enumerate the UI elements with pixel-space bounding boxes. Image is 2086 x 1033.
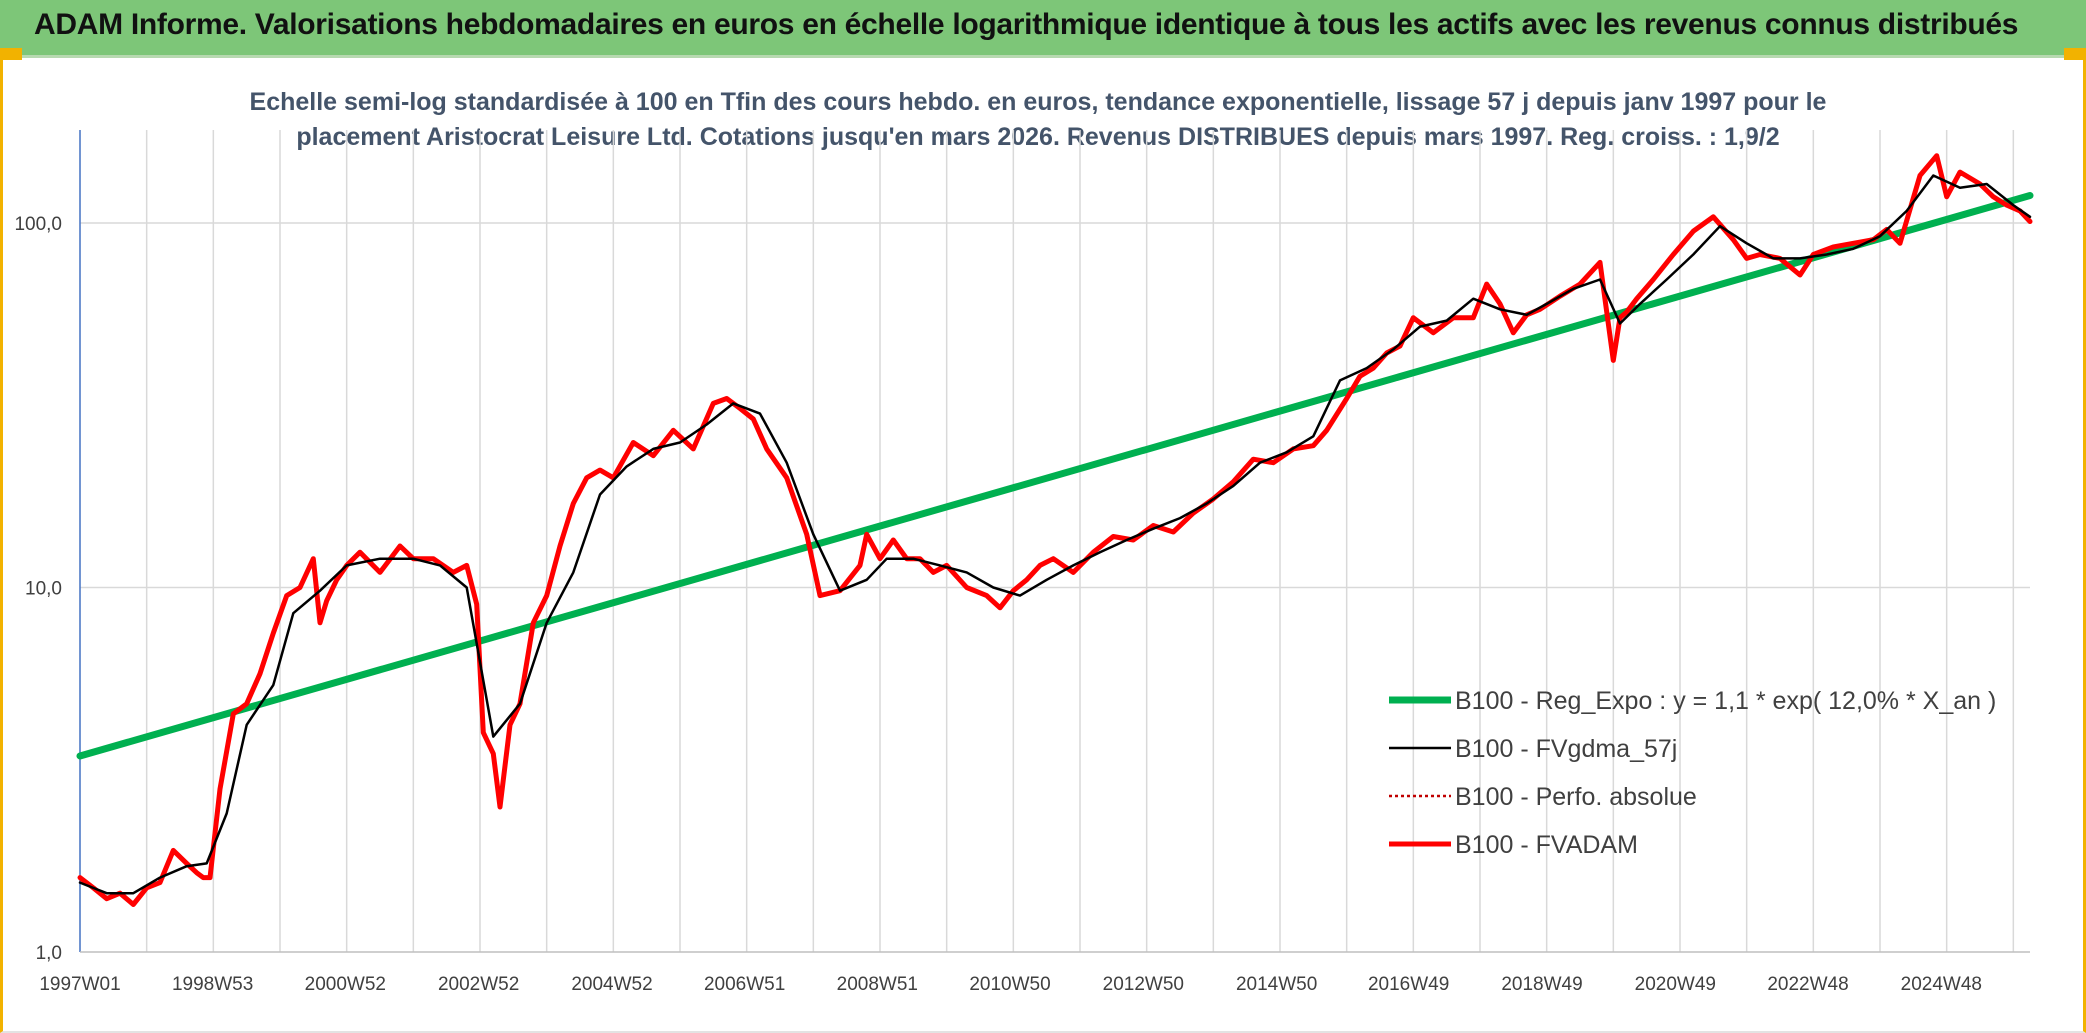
x-tick-label: 2024W48 xyxy=(1901,974,1982,995)
x-tick-label: 2020W49 xyxy=(1635,974,1716,995)
x-tick-label: 2010W50 xyxy=(969,974,1050,995)
chart-svg: Echelle semi-log standardisée à 100 en T… xyxy=(14,88,2034,995)
chart-subtitle-line-2: placement Aristocrat Leisure Ltd. Cotati… xyxy=(296,123,1779,151)
x-tick-label: 2004W52 xyxy=(571,974,652,995)
x-axis-ticks: 1997W01 1998W53 2000W52 2002W52 2004W52 2006W… xyxy=(39,974,1982,995)
y-tick-label: 10,0 xyxy=(25,579,62,600)
x-tick-label: 2016W49 xyxy=(1368,974,1449,995)
series-line-thick-red xyxy=(77,153,2033,907)
x-tick-label: 2002W52 xyxy=(438,974,519,995)
series-layer xyxy=(76,153,2034,907)
y-tick-label: 1,0 xyxy=(36,943,62,964)
header-banner: ADAM Informe. Valorisations hebdomadaire… xyxy=(0,0,2086,58)
legend: B100 - Reg_Expo : y = 1,1 * exp( 12,0% *… xyxy=(1389,687,1996,859)
legend-label: B100 - Reg_Expo : y = 1,1 * exp( 12,0% *… xyxy=(1455,687,1996,715)
x-tick-label: 2018W49 xyxy=(1501,974,1582,995)
x-tick-label: 2014W50 xyxy=(1236,974,1317,995)
x-tick-label: 2008W51 xyxy=(837,974,918,995)
y-tick-label: 100,0 xyxy=(14,214,62,235)
corner-mark-left xyxy=(0,48,22,60)
x-tick-label: 1997W01 xyxy=(39,974,120,995)
vertical-gridlines xyxy=(145,130,2015,952)
x-tick-label: 1998W53 xyxy=(172,974,253,995)
legend-label: B100 - FVADAM xyxy=(1455,831,1638,859)
y-axis-ticks: 1,0 10,0 100,0 xyxy=(14,214,62,964)
chart-subtitle-line-1: Echelle semi-log standardisée à 100 en T… xyxy=(250,88,1827,116)
axes xyxy=(79,130,2030,953)
page-title: ADAM Informe. Valorisations hebdomadaire… xyxy=(34,8,2019,41)
x-tick-label: 2012W50 xyxy=(1103,974,1184,995)
x-tick-label: 2022W48 xyxy=(1767,974,1848,995)
corner-mark-right xyxy=(2064,48,2086,60)
chart-frame: Echelle semi-log standardisée à 100 en T… xyxy=(0,58,2086,1033)
series-line-thick-green xyxy=(76,192,2034,760)
legend-label: B100 - Perfo. absolue xyxy=(1455,783,1697,811)
series-line-black xyxy=(78,174,2032,895)
x-tick-label: 2000W52 xyxy=(305,974,386,995)
x-tick-label: 2006W51 xyxy=(704,974,785,995)
legend-label: B100 - FVgdma_57j xyxy=(1455,735,1677,763)
